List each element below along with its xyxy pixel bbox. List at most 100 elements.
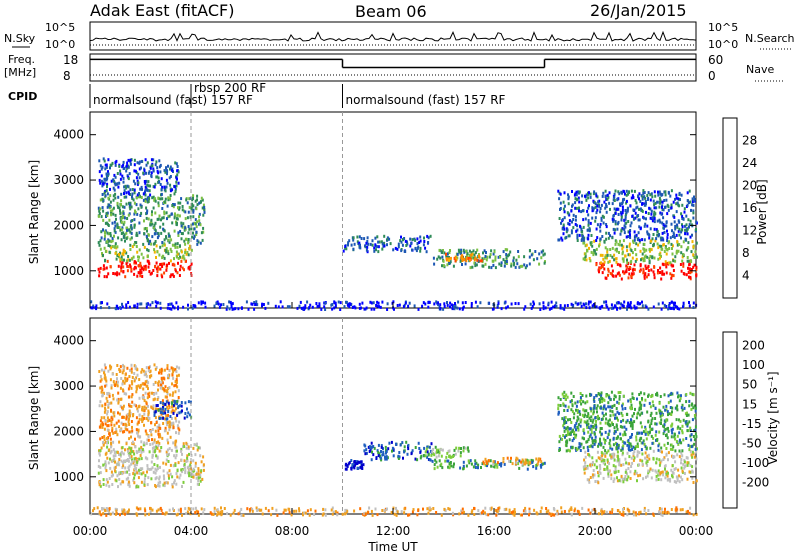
heat-cell xyxy=(577,428,580,432)
heat-cell xyxy=(181,205,184,208)
heat-cell xyxy=(187,307,189,311)
heat-cell xyxy=(674,460,677,464)
heat-cell xyxy=(119,365,122,369)
heat-cell xyxy=(670,391,673,395)
heat-cell xyxy=(606,253,609,257)
heat-cell xyxy=(627,276,630,280)
heat-cell xyxy=(148,394,151,398)
heat-cell xyxy=(627,230,630,234)
heat-cell xyxy=(99,437,102,441)
heat-cell xyxy=(122,406,125,410)
heat-cell xyxy=(111,236,114,240)
heat-cell xyxy=(543,261,546,265)
heat-cell xyxy=(177,206,179,210)
heat-cell xyxy=(349,302,352,306)
heat-cell xyxy=(565,440,568,444)
heat-cell xyxy=(496,461,499,465)
heat-cell xyxy=(589,192,592,196)
heat-cell xyxy=(470,251,473,255)
heat-cell xyxy=(160,380,163,384)
heat-cell xyxy=(186,251,189,254)
heat-cell xyxy=(677,249,680,253)
heat-cell xyxy=(187,241,190,245)
heat-cell xyxy=(614,305,617,309)
heat-cell xyxy=(671,244,674,248)
heat-cell xyxy=(365,448,368,452)
heat-cell xyxy=(99,484,102,488)
heat-cell xyxy=(598,470,601,474)
heat-cell xyxy=(672,269,675,272)
heat-cell xyxy=(566,409,569,412)
heat-cell xyxy=(631,424,634,428)
heat-cell xyxy=(166,481,169,485)
heat-cell xyxy=(688,404,691,408)
heat-cell xyxy=(437,255,440,259)
heat-cell xyxy=(614,222,617,226)
heat-cell xyxy=(681,449,684,453)
heat-cell xyxy=(655,470,658,474)
heat-cell xyxy=(407,447,410,451)
heat-cell xyxy=(517,302,520,306)
heat-cell xyxy=(379,305,382,309)
heat-cell xyxy=(141,407,144,411)
heat-cell xyxy=(155,421,158,424)
heat-cell xyxy=(650,212,653,216)
heat-cell xyxy=(164,402,167,406)
heat-cell xyxy=(154,367,157,371)
heat-cell xyxy=(614,257,617,261)
heat-cell xyxy=(576,197,579,201)
heat-cell xyxy=(122,167,125,170)
heat-cell xyxy=(180,401,183,404)
heat-cell xyxy=(112,198,115,202)
heat-cell xyxy=(629,301,632,305)
heat-cell xyxy=(618,273,621,277)
heat-cell xyxy=(686,256,689,259)
heat-cell xyxy=(625,193,628,197)
heat-cell xyxy=(582,218,585,222)
heat-cell xyxy=(173,306,176,310)
heat-cell xyxy=(160,367,163,371)
heat-cell xyxy=(157,234,160,238)
heat-cell xyxy=(118,226,121,230)
heat-cell xyxy=(582,240,585,244)
heat-cell xyxy=(121,214,124,218)
heat-cell xyxy=(579,449,582,452)
heat-cell xyxy=(590,415,593,419)
heat-cell xyxy=(645,210,647,214)
heat-cell xyxy=(140,440,143,444)
heat-cell xyxy=(621,202,624,205)
heat-cell xyxy=(478,254,480,258)
heat-cell xyxy=(439,306,442,310)
heat-cell xyxy=(105,189,108,193)
heat-cell xyxy=(632,241,635,244)
heat-cell xyxy=(601,271,604,275)
heat-cell xyxy=(627,190,630,194)
heat-cell xyxy=(169,197,172,201)
heat-cell xyxy=(622,477,624,481)
heat-cell xyxy=(187,445,190,449)
heat-cell xyxy=(138,417,141,421)
heat-cell xyxy=(175,439,178,443)
heat-cell xyxy=(589,433,592,437)
heat-cell xyxy=(354,306,357,310)
heat-cell xyxy=(621,440,624,444)
heat-cell xyxy=(683,458,686,462)
heat-cell xyxy=(592,192,595,196)
heat-cell xyxy=(628,244,631,248)
heat-cell xyxy=(155,404,158,408)
heat-cell xyxy=(339,308,342,311)
heat-cell xyxy=(144,185,147,189)
heat-cell xyxy=(369,242,372,246)
heat-cell xyxy=(355,462,358,466)
heat-cell xyxy=(152,169,155,173)
heat-cell xyxy=(630,249,633,253)
heat-cell xyxy=(171,221,174,225)
heat-cell xyxy=(427,300,430,304)
heat-cell xyxy=(155,261,158,265)
heat-cell xyxy=(141,266,144,270)
heat-cell xyxy=(600,459,603,463)
heat-cell xyxy=(110,401,113,405)
heat-cell xyxy=(645,267,648,270)
heat-cell xyxy=(148,417,151,420)
heat-cell xyxy=(128,395,131,399)
